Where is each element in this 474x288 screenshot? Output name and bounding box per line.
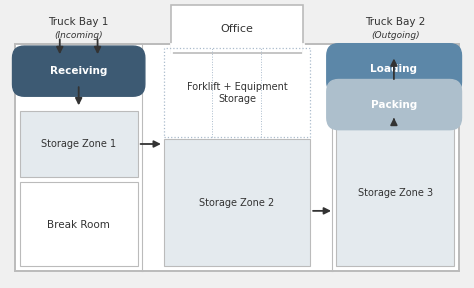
Bar	[19, 111, 138, 177]
Text: Storage Zone 2: Storage Zone 2	[200, 198, 274, 208]
FancyBboxPatch shape	[327, 44, 462, 94]
Text: Receiving: Receiving	[50, 67, 108, 76]
Text: Break Room: Break Room	[47, 220, 110, 230]
Text: Storage Zone 1: Storage Zone 1	[41, 139, 116, 149]
FancyBboxPatch shape	[12, 46, 145, 96]
Text: Loading: Loading	[370, 64, 418, 74]
Text: (Outgoing): (Outgoing)	[371, 31, 419, 39]
Text: Packing: Packing	[371, 100, 417, 110]
Bar	[19, 182, 138, 266]
Bar	[164, 48, 310, 137]
Bar	[336, 120, 455, 266]
Text: Office: Office	[220, 24, 254, 34]
Bar	[15, 44, 459, 271]
Text: (Incoming): (Incoming)	[55, 31, 103, 39]
Bar	[164, 139, 310, 266]
Bar	[171, 5, 303, 53]
Text: Forklift + Equipment
Storage: Forklift + Equipment Storage	[187, 82, 287, 104]
FancyBboxPatch shape	[327, 79, 462, 130]
Text: Storage Zone 3: Storage Zone 3	[358, 188, 433, 198]
Text: Truck Bay 2: Truck Bay 2	[365, 17, 426, 27]
Text: Truck Bay 1: Truck Bay 1	[48, 17, 109, 27]
